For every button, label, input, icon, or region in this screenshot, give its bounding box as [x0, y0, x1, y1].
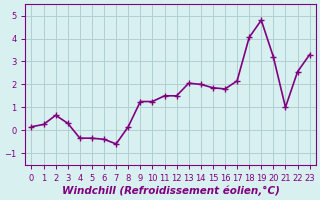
X-axis label: Windchill (Refroidissement éolien,°C): Windchill (Refroidissement éolien,°C) [62, 185, 279, 196]
